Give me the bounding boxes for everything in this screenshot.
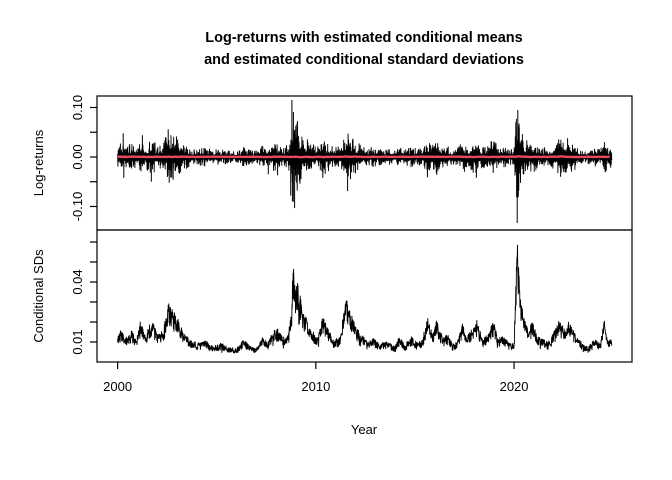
log-returns-series	[117, 118, 613, 202]
chart-title-line2: and estimated conditional standard devia…	[204, 52, 524, 68]
series-layer	[117, 100, 613, 354]
x-tick-label: 2010	[301, 379, 330, 394]
y-tick-label: 0.01	[70, 329, 85, 354]
panel-box-1	[96, 229, 633, 363]
y-tick-label: -0.10	[70, 192, 85, 222]
x-tick-label: 2000	[103, 379, 132, 394]
axes-layer: 0.10 0.00 -0.10 0.04 0.01 2000 2010 2020	[70, 95, 633, 394]
y-axis-label-conditional-sds: Conditional SDs	[31, 249, 46, 343]
x-axis-label-year: Year	[351, 422, 378, 437]
y-tick-label: 0.04	[70, 269, 85, 294]
conditional-mean-series	[117, 155, 610, 159]
y-tick-label: 0.10	[70, 95, 85, 120]
y-axis-label-log-returns: Log-returns	[31, 129, 46, 196]
y-tick-label: 0.00	[70, 144, 85, 169]
x-tick-label: 2020	[500, 379, 529, 394]
chart-title-line1: Log-returns with estimated conditional m…	[205, 30, 522, 46]
conditional-sd-series	[117, 244, 613, 354]
